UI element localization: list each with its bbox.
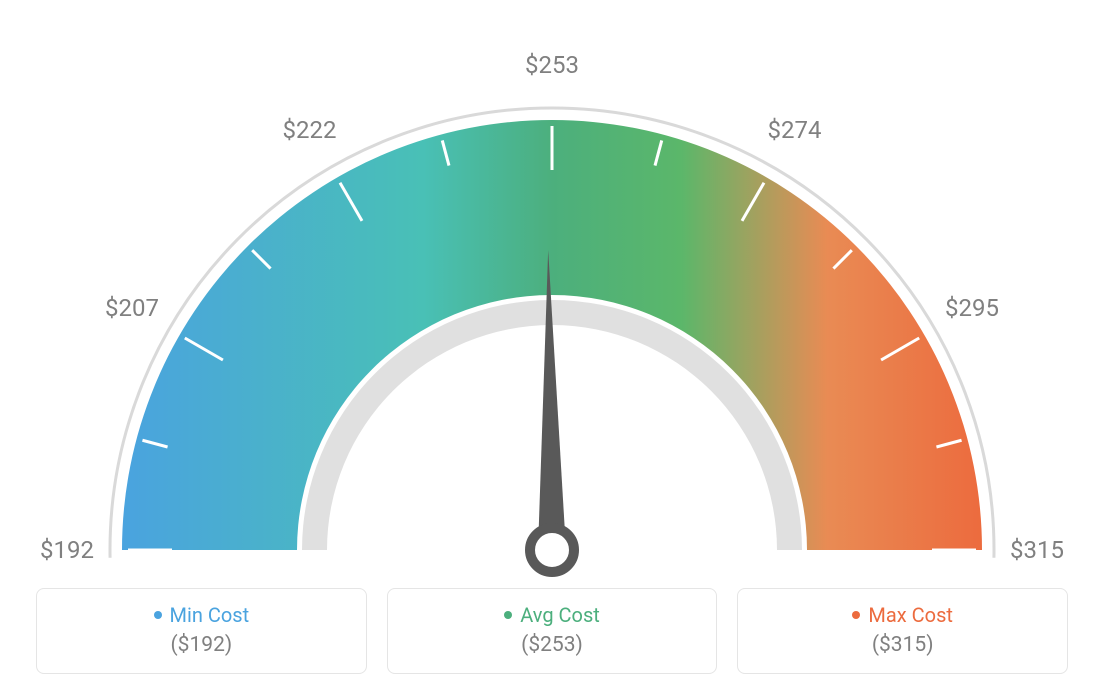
legend-row: Min Cost ($192) Avg Cost ($253) Max Cost… bbox=[36, 588, 1068, 674]
gauge-tick-label: $192 bbox=[40, 536, 94, 564]
legend-min-label: Min Cost bbox=[170, 603, 250, 627]
legend-max-card: Max Cost ($315) bbox=[737, 588, 1068, 674]
gauge-tick-label: $207 bbox=[105, 294, 159, 322]
gauge-tick-label: $295 bbox=[945, 294, 999, 322]
gauge-tick-label: $253 bbox=[525, 51, 579, 79]
legend-min-value: ($192) bbox=[55, 633, 348, 657]
gauge-tick-label: $274 bbox=[768, 116, 822, 144]
cost-gauge-chart: $192 $207 $222 $253 $274 $295 $315 Min Cost ($… bbox=[0, 0, 1104, 690]
legend-max-title: Max Cost bbox=[756, 603, 1049, 627]
legend-avg-card: Avg Cost ($253) bbox=[387, 588, 718, 674]
legend-avg-title: Avg Cost bbox=[406, 603, 699, 627]
gauge-svg bbox=[52, 50, 1052, 610]
legend-min-title: Min Cost bbox=[55, 603, 348, 627]
dot-icon bbox=[852, 611, 860, 619]
legend-max-value: ($315) bbox=[756, 633, 1049, 657]
gauge-tick-label: $315 bbox=[1010, 536, 1064, 564]
legend-avg-value: ($253) bbox=[406, 633, 699, 657]
gauge-tick-label: $222 bbox=[283, 116, 337, 144]
dot-icon bbox=[504, 611, 512, 619]
dot-icon bbox=[154, 611, 162, 619]
legend-min-card: Min Cost ($192) bbox=[36, 588, 367, 674]
legend-max-label: Max Cost bbox=[868, 603, 953, 627]
gauge-area: $192 $207 $222 $253 $274 $295 $315 bbox=[0, 0, 1104, 570]
legend-avg-label: Avg Cost bbox=[520, 603, 600, 627]
